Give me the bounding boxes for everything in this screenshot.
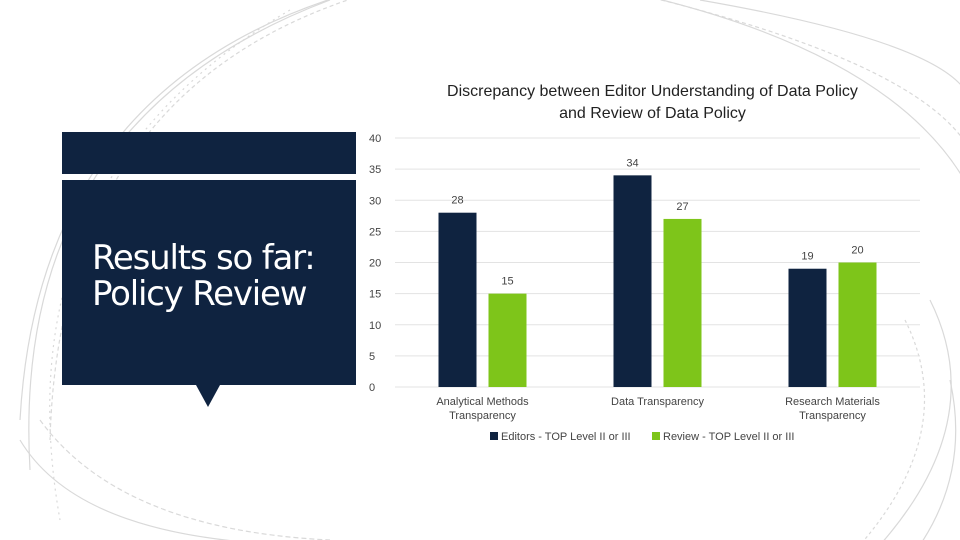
data-label: 27 [676,201,688,213]
bar-editors [788,268,827,387]
x-tick-label: Transparency [799,410,866,422]
decorative-header-strip [62,132,356,174]
bar-review [488,293,527,387]
y-tick-label: 0 [369,382,375,394]
y-tick-label: 35 [369,164,381,176]
bar-review [838,262,877,387]
y-tick-label: 5 [369,351,375,363]
y-tick-label: 10 [369,320,381,332]
x-tick-label: Transparency [449,410,516,422]
data-label: 19 [801,251,813,263]
bar-review [663,218,702,387]
x-tick-label: Analytical Methods [436,396,529,408]
slide-title: Results so far: Policy Review [92,238,316,314]
x-tick-label: Data Transparency [611,396,704,408]
slide-title-box: Results so far: Policy Review [62,180,356,385]
data-label: 20 [851,245,863,257]
legend-swatch [652,432,660,440]
bar-editors [613,175,652,387]
data-label: 15 [501,276,513,288]
y-tick-label: 40 [369,133,381,145]
x-tick-label: Research Materials [785,396,880,408]
y-tick-label: 30 [369,195,381,207]
chart-title: Discrepancy between Editor Understanding… [447,83,858,122]
data-label: 28 [451,195,463,207]
y-tick-label: 15 [369,289,381,301]
y-tick-label: 20 [369,258,381,270]
bar-editors [438,212,477,387]
title-box-pointer [196,385,220,407]
legend-swatch [490,432,498,440]
legend-label: Editors - TOP Level II or III [501,431,631,443]
y-tick-label: 25 [369,226,381,238]
data-label: 34 [626,157,638,169]
legend-label: Review - TOP Level II or III [663,431,794,443]
bar-chart: 0 5 10 15 20 25 30 35 40 28 15 Analytical Methods Tr… [369,133,920,443]
